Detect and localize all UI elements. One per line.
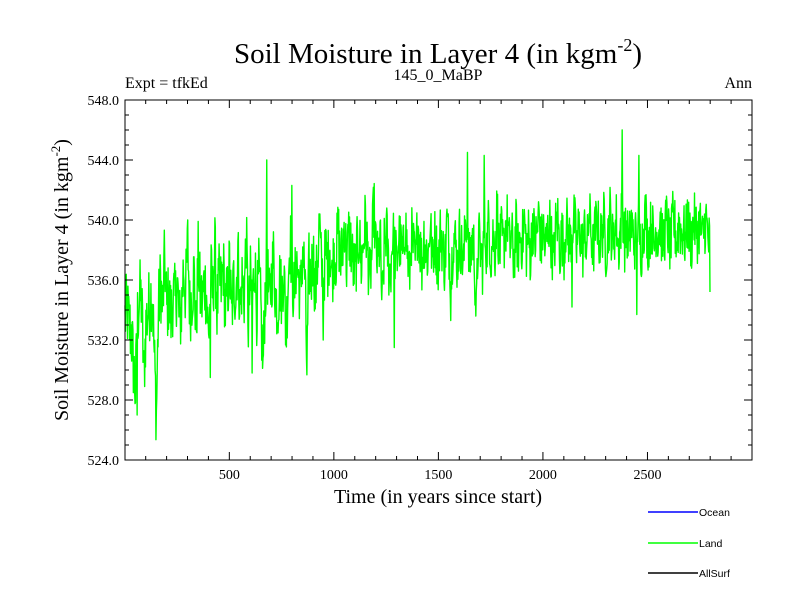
series-line-land [124, 129, 711, 441]
legend-item-land: Land [648, 538, 723, 550]
x-axis-label: Time (in years since start) [334, 486, 542, 508]
subtitle-center: 145_0_MaBP [394, 67, 483, 84]
legend-label: AllSurf [699, 568, 730, 580]
x-tick-label: 1500 [424, 468, 452, 483]
x-tick-label: 1000 [320, 468, 348, 483]
y-tick-label: 532.0 [88, 334, 120, 349]
legend: Ocean Land AllSurf [648, 507, 730, 580]
x-tick-label: 2500 [633, 468, 661, 483]
x-tick-label: 2000 [529, 468, 557, 483]
y-tick-label: 524.0 [88, 454, 120, 469]
plot-area [124, 129, 711, 441]
legend-item-allsurf: AllSurf [648, 568, 730, 580]
x-tick-label: 500 [219, 468, 240, 483]
legend-label: Land [699, 538, 723, 550]
y-axis-label: Soil Moisture in Layer 4 (in kgm-2) [48, 139, 73, 421]
y-tick-label: 536.0 [88, 274, 120, 289]
subtitle-right: Ann [724, 75, 752, 92]
y-tick-label: 528.0 [88, 394, 120, 409]
legend-item-ocean: Ocean [648, 507, 730, 519]
axes: 500 1000 1500 2000 2500 524.0 528.0 532.0 536.0 5… [88, 94, 753, 483]
chart-title: Soil Moisture in Layer 4 (in kgm-2) [234, 35, 642, 70]
legend-label: Ocean [699, 507, 730, 519]
y-tick-label: 548.0 [88, 94, 120, 109]
y-tick-label: 540.0 [88, 214, 120, 229]
subtitle-left: Expt = tfkEd [125, 75, 208, 92]
y-tick-label: 544.0 [88, 154, 120, 169]
